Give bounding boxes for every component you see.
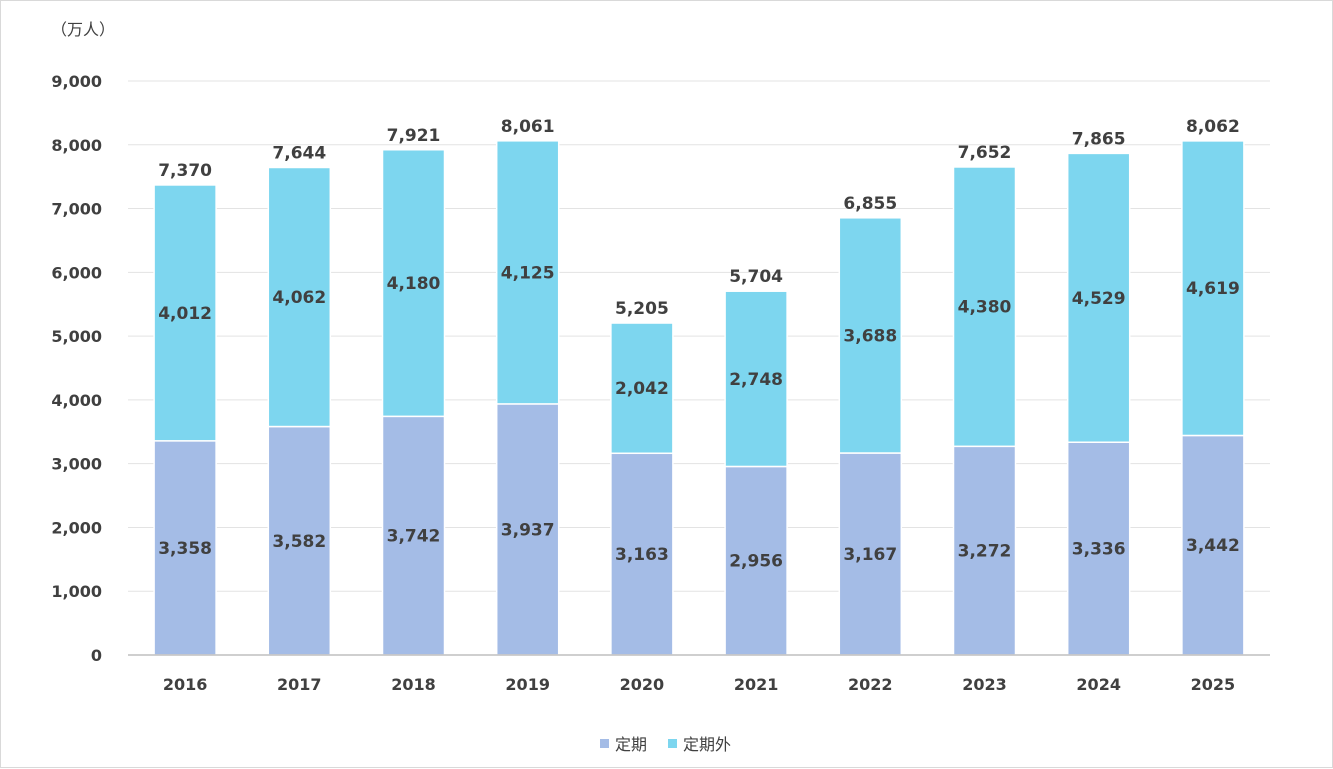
- x-tick-label: 2024: [1076, 675, 1121, 694]
- total-label: 7,370: [158, 161, 212, 181]
- y-tick-label: 6,000: [51, 263, 102, 282]
- x-axis: 2016 2017 2018 2019 2020 2021 2022 2023 2024 2025: [128, 654, 1270, 694]
- data-label: 4,125: [501, 263, 555, 283]
- data-label: 4,012: [158, 304, 212, 324]
- x-tick-label: 2020: [620, 675, 665, 694]
- y-tick-label: 8,000: [51, 136, 102, 155]
- total-label: 8,061: [501, 117, 555, 137]
- bar-segment-teikigai: [381, 149, 446, 418]
- x-tick-label: 2018: [391, 675, 436, 694]
- total-label: 6,855: [843, 194, 897, 214]
- legend-swatch: [600, 739, 609, 748]
- total-label: 8,062: [1186, 117, 1240, 137]
- total-label: 5,205: [615, 299, 669, 319]
- data-label: 3,688: [843, 326, 897, 346]
- total-label: 7,921: [387, 126, 441, 146]
- data-label: 2,748: [729, 370, 783, 390]
- bar-segment-teikigai: [838, 217, 903, 454]
- data-label: 3,163: [615, 545, 669, 565]
- bar-segment-teikigai: [1181, 140, 1245, 437]
- y-tick-label: 5,000: [51, 327, 102, 346]
- bar-segment-teiki: [952, 445, 1017, 656]
- bar-segment-teikigai: [153, 184, 217, 442]
- x-tick-label: 2021: [734, 675, 779, 694]
- bar-segment-teikigai: [495, 140, 560, 405]
- total-label: 7,652: [958, 143, 1012, 163]
- data-label: 3,442: [1186, 536, 1240, 556]
- x-tick-label: 2017: [277, 675, 322, 694]
- y-tick-label: 7,000: [51, 200, 102, 219]
- data-label: 3,742: [387, 527, 441, 547]
- y-axis: 0 1,000 2,000 3,000 4,000 5,000 6,000 7,000 8,00…: [51, 72, 102, 665]
- bar-segment-teikigai: [952, 166, 1017, 448]
- data-label: 3,167: [843, 545, 897, 565]
- x-tick-label: 2023: [962, 675, 1007, 694]
- bar-segment-teikigai: [267, 166, 332, 428]
- legend-label: 定期外: [683, 735, 731, 754]
- data-label: 2,042: [615, 379, 669, 399]
- bar-segment-teiki: [1066, 441, 1131, 656]
- bar-segment-teikigai: [1066, 152, 1131, 443]
- bar-segment-teiki: [610, 452, 674, 656]
- bars-group: [153, 140, 1245, 656]
- y-tick-label: 9,000: [51, 72, 102, 91]
- data-label: 4,380: [958, 298, 1012, 318]
- y-unit-label: （万人）: [51, 20, 115, 39]
- x-tick-label: 2019: [505, 675, 550, 694]
- data-label: 3,358: [158, 539, 212, 559]
- total-labels: 7,370 7,644 7,921 8,061 5,205 5,704 6,855 7,652…: [158, 117, 1240, 319]
- y-tick-label: 2,000: [51, 518, 102, 537]
- y-tick-label: 0: [91, 646, 102, 665]
- data-label: 3,582: [272, 532, 326, 552]
- x-tick-label: 2022: [848, 675, 893, 694]
- data-label: 3,336: [1072, 540, 1126, 560]
- total-label: 7,644: [272, 143, 326, 163]
- y-tick-label: 1,000: [51, 582, 102, 601]
- bar-segment-teikigai: [610, 322, 674, 455]
- x-tick-label: 2025: [1191, 675, 1236, 694]
- data-label: 4,062: [272, 288, 326, 308]
- x-tick-label: 2016: [163, 675, 208, 694]
- data-label: 4,619: [1186, 279, 1240, 299]
- legend-swatch: [668, 739, 677, 748]
- total-label: 5,704: [729, 267, 783, 287]
- data-label: 3,272: [958, 542, 1012, 562]
- total-label: 7,865: [1072, 129, 1126, 149]
- y-tick-label: 3,000: [51, 455, 102, 474]
- data-label: 3,937: [501, 520, 555, 540]
- data-label: 4,180: [387, 274, 441, 294]
- bar-segment-teiki: [153, 440, 217, 656]
- legend: 定期 定期外: [600, 735, 731, 754]
- bar-segment-teiki: [1181, 434, 1245, 656]
- y-tick-label: 4,000: [51, 391, 102, 410]
- data-label: 4,529: [1072, 289, 1126, 309]
- segment-labels: 3,358 4,012 3,582 4,062 3,742 4,180 3,937 4,125…: [158, 263, 1240, 571]
- data-label: 2,956: [729, 552, 783, 572]
- legend-label: 定期: [615, 735, 647, 754]
- bar-segment-teikigai: [724, 290, 788, 468]
